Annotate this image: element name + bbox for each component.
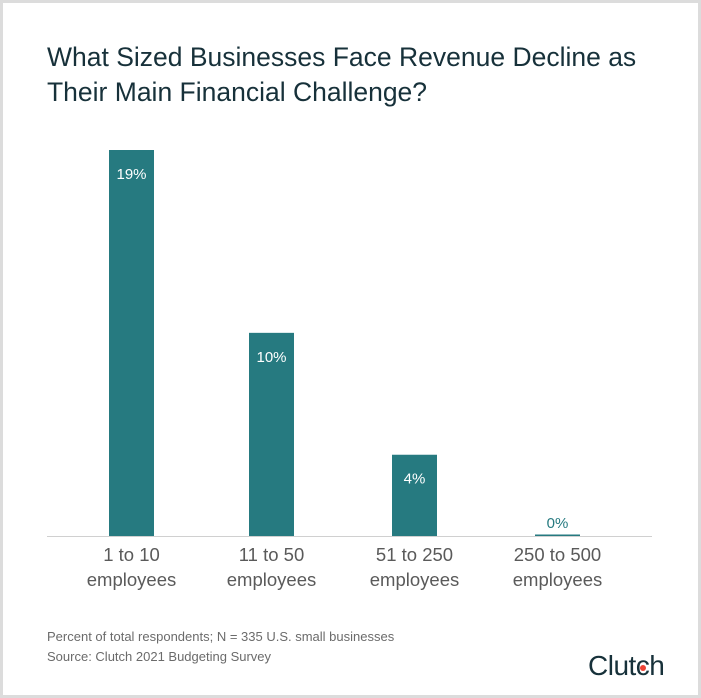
data-label: 19%: [116, 166, 146, 183]
data-label: 0%: [547, 515, 569, 532]
data-label: 10%: [256, 349, 286, 366]
x-tick-label: employees: [370, 569, 459, 590]
bar: [535, 534, 580, 536]
bar: [109, 150, 154, 536]
logo-text: Clutch: [588, 650, 665, 681]
footnote: Percent of total respondents; N = 335 U.…: [47, 629, 395, 644]
x-tick-label: 1 to 10: [103, 544, 160, 565]
x-tick-label: employees: [513, 569, 602, 590]
x-tick-label: 250 to 500: [514, 544, 601, 565]
data-label: 4%: [404, 471, 426, 488]
chart-title: What Sized Businesses Face Revenue Decli…: [47, 42, 637, 107]
x-tick-label: 51 to 250: [376, 544, 453, 565]
source-note: Source: Clutch 2021 Budgeting Survey: [47, 649, 272, 664]
clutch-logo: Clutch: [588, 650, 665, 682]
bar: [392, 454, 437, 536]
x-tick-label: 11 to 50: [239, 544, 305, 565]
logo-dot: [640, 665, 646, 671]
x-tick-label: employees: [227, 569, 316, 590]
x-tick-label: employees: [87, 569, 176, 590]
bar: [249, 332, 294, 536]
